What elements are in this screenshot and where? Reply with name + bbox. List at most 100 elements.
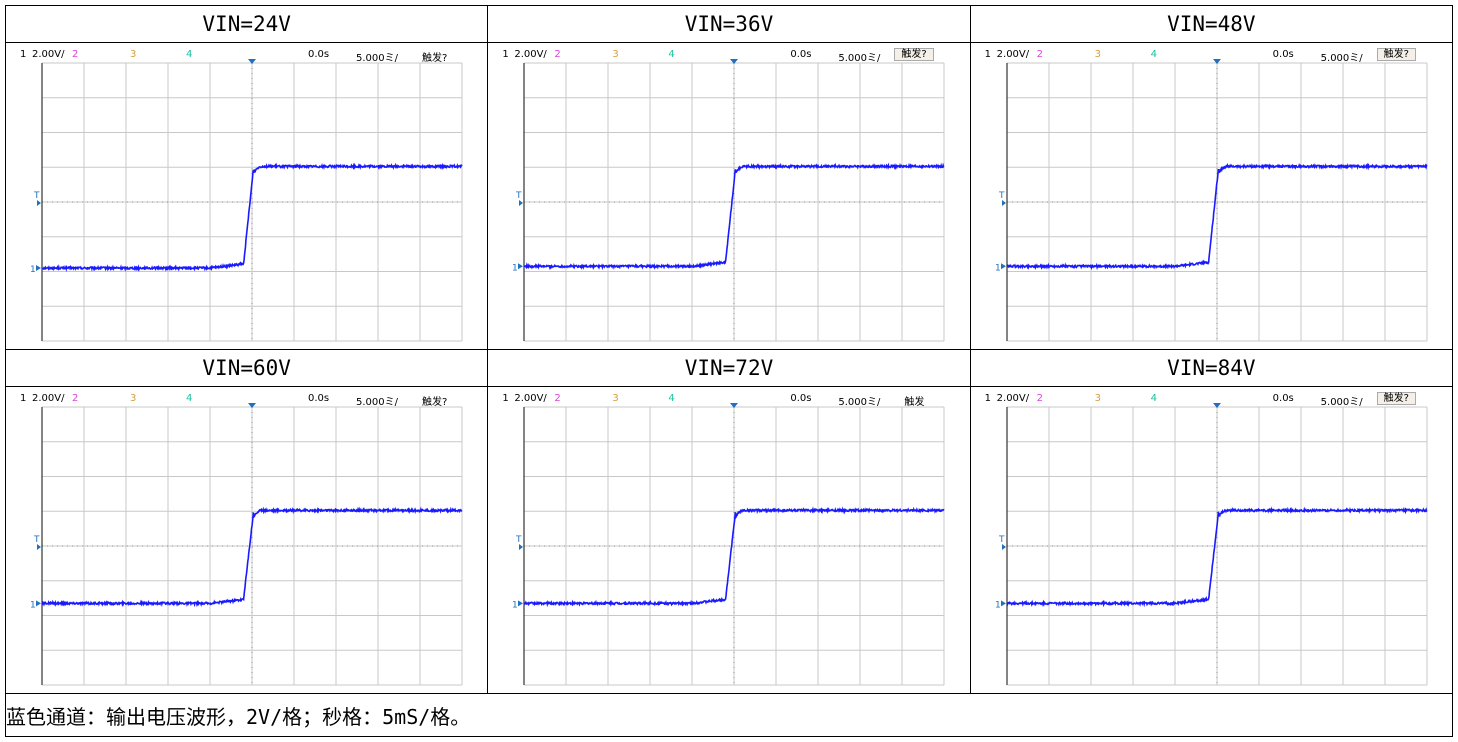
ground-marker: 1 [995,263,1001,273]
scope-label-timebase: 5.000ミ/ [838,397,881,408]
ground-marker: 1 [512,600,518,610]
scope-label-ch3: 3 [612,49,619,60]
oscilloscope-capture: 1 2.00V/2 3 4 0.0s 5.000ミ/触发? T 1 [496,48,960,345]
results-grid: VIN=24V VIN=36V VIN=48V 1 2.00V/2 3 4 0.0s 5.… [4,5,1454,737]
scope-label-ch2: 2 [1036,49,1044,60]
oscilloscope-capture: 1 2.00V/2 3 4 0.0s 5.000ミ/触发 T 1 [496,393,960,689]
trigger-position-marker [1212,403,1221,408]
trigger-position-marker [1212,59,1221,64]
scope-screen: T1 [30,59,463,342]
scope-screen: T1 [30,403,463,686]
oscilloscope-capture: 1 2.00V/2 3 4 0.0s 5.000ミ/触发? T 1 [14,393,478,689]
scope-label-ch1: 1 [502,393,509,404]
scope-label-ch1-scale: 2.00V/ [514,49,547,60]
scope-label-ch4: 4 [1150,393,1158,404]
scope-label-ch2: 2 [72,393,79,404]
scope-label-ch2: 2 [1036,393,1044,404]
trigger-level-arrow [519,544,524,550]
scope-label-ch2: 2 [72,49,79,60]
output-voltage-trace [1005,506,1428,608]
trigger-level-arrow [1001,544,1006,550]
ground-arrow [36,265,41,272]
scope-label-ch4: 4 [668,49,675,60]
scope-cell: 1 2.00V/2 3 4 0.0s 5.000ミ/触发? T 1 [969,386,1454,694]
scope-label-ch1: 1 [20,393,27,404]
output-voltage-trace [524,162,945,271]
scope-label-ch4: 4 [668,393,675,404]
output-voltage-trace [41,506,463,608]
ground-marker: 1 [30,600,36,610]
ground-arrow [1000,600,1006,607]
panel-header: VIN=72V [487,349,971,387]
output-voltage-trace [41,162,463,273]
caption: 蓝色通道：输出电压波形，2V/格；秒格：5mS/格。 [5,693,1453,737]
scope-label-ch3: 3 [1094,393,1102,404]
scope-trigger-status: 触发? [422,397,448,408]
panel-header: VIN=36V [487,5,971,43]
scope-label-delay: 0.0s [790,49,812,60]
scope-label-delay: 0.0s [308,49,330,60]
trigger-level-marker: T [998,535,1005,545]
trigger-level-arrow [1001,200,1006,206]
scope-label-ch3: 3 [130,393,137,404]
panel-header: VIN=48V [969,5,1454,43]
scope-screen: T1 [512,59,945,342]
scope-trigger-status: 触发 [904,397,925,408]
ground-arrow [36,600,41,607]
scope-label-delay: 0.0s [790,393,812,404]
oscilloscope-capture: 1 2.00V/2 3 4 0.0s 5.000ミ/触发? T 1 [979,392,1443,689]
scope-label-timebase: 5.000ミ/ [356,53,398,64]
scope-label-ch2: 2 [554,49,561,60]
oscilloscope-capture: 1 2.00V/2 3 4 0.0s 5.000ミ/触发? T 1 [14,49,478,345]
scope-trigger-status: 触发? [1376,48,1416,61]
trigger-position-marker [248,403,256,408]
trigger-level-marker: T [998,191,1005,201]
trigger-level-marker: T [515,191,522,201]
scope-label-ch4: 4 [1150,49,1158,60]
scope-label-timebase: 5.000ミ/ [356,397,398,408]
ground-marker: 1 [512,263,518,273]
oscilloscope-capture: 1 2.00V/2 3 4 0.0s 5.000ミ/触发? T 1 [979,48,1443,345]
trigger-level-arrow [519,200,524,206]
scope-trigger-status: 触发? [1376,392,1416,405]
trigger-position-marker [248,59,256,64]
trigger-level-marker: T [33,191,40,201]
panel-header: VIN=24V [4,5,489,43]
trigger-level-marker: T [515,535,522,545]
scope-screen: T1 [995,59,1428,342]
scope-label-ch3: 3 [130,49,137,60]
scope-label-ch3: 3 [612,393,619,404]
output-voltage-trace [524,506,945,608]
scope-label-timebase: 5.000ミ/ [1320,53,1363,64]
scope-label-ch1-scale: 2.00V/ [996,49,1030,60]
scope-label-ch4: 4 [186,49,193,60]
trigger-position-marker [730,403,739,408]
scope-label-ch3: 3 [1094,49,1102,60]
scope-label-ch1: 1 [984,49,992,60]
scope-trigger-status: 触发? [422,53,448,64]
scope-trigger-status: 触发? [894,48,934,61]
ground-arrow [518,600,524,607]
scope-label-ch1-scale: 2.00V/ [32,49,65,60]
scope-label-delay: 0.0s [1272,49,1294,60]
scope-label-ch4: 4 [186,393,193,404]
trigger-level-arrow [37,544,41,550]
scope-label-ch1: 1 [984,393,992,404]
scope-cell: 1 2.00V/2 3 4 0.0s 5.000ミ/触发? T 1 [4,42,489,350]
panel-header: VIN=84V [969,349,1454,387]
scope-cell: 1 2.00V/2 3 4 0.0s 5.000ミ/触发? T 1 [4,386,489,694]
trigger-position-marker [730,59,739,64]
ground-marker: 1 [995,600,1001,610]
scope-label-ch1: 1 [20,49,27,60]
scope-label-timebase: 5.000ミ/ [1320,397,1363,408]
output-voltage-trace [1005,162,1428,271]
scope-cell: 1 2.00V/2 3 4 0.0s 5.000ミ/触发 T 1 [487,386,971,694]
scope-label-delay: 0.0s [308,393,330,404]
trigger-level-marker: T [33,535,40,545]
ground-arrow [518,263,524,270]
ground-marker: 1 [30,265,36,275]
waveform-table: VIN=24V VIN=36V VIN=48V 1 2.00V/2 3 4 0.0s 5.… [4,5,1454,737]
scope-cell: 1 2.00V/2 3 4 0.0s 5.000ミ/触发? T 1 [487,42,971,350]
trigger-level-arrow [37,200,41,206]
ground-arrow [1000,263,1006,270]
